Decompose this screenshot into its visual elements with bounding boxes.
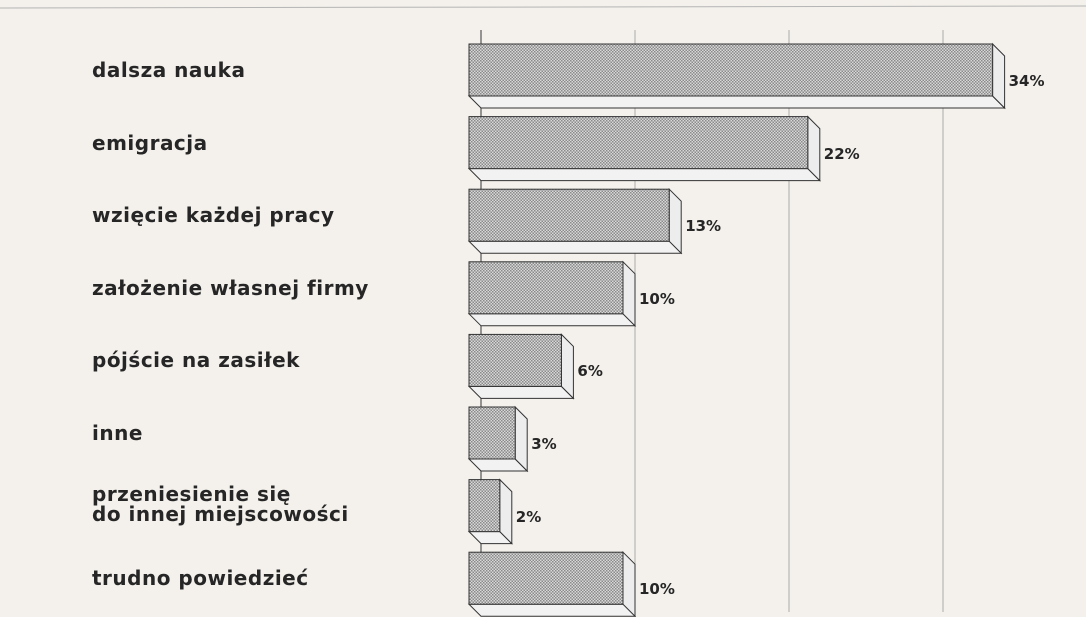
bar-side	[499, 478, 513, 545]
bar	[468, 333, 562, 387]
bar-side	[622, 260, 636, 328]
bar-bottom	[467, 168, 822, 182]
bar-bottom	[467, 95, 1006, 109]
category-label: trudno powiedzieć	[92, 566, 309, 591]
bar-bottom	[467, 313, 637, 327]
bar-side	[807, 115, 821, 182]
category-label: założenie własnej firmy	[92, 275, 369, 300]
category-label: inne	[92, 421, 143, 445]
bar	[468, 116, 809, 170]
value-label: 2%	[515, 507, 542, 526]
bar	[468, 406, 516, 460]
bar-side	[622, 550, 636, 617]
bar-side	[560, 333, 574, 400]
bar-bottom	[467, 603, 637, 617]
value-label: 22%	[823, 144, 860, 163]
bar	[468, 188, 670, 242]
category-label: wzięcie każdej pracy	[92, 203, 335, 228]
value-label: 10%	[639, 580, 675, 599]
bar-side	[514, 405, 528, 473]
category-label: pójście na zasiłek	[92, 348, 300, 373]
bar	[468, 261, 624, 315]
bar-bottom	[467, 240, 683, 254]
category-label: emigracja	[92, 130, 208, 155]
bar	[468, 551, 624, 605]
bar-side	[668, 187, 682, 255]
category-label: dalsza nauka	[92, 58, 246, 82]
value-label: 13%	[685, 217, 722, 236]
bar-bottom	[467, 385, 575, 399]
value-label: 34%	[1008, 72, 1045, 90]
value-label: 3%	[531, 435, 557, 453]
bar	[468, 43, 994, 97]
top-rule	[0, 5, 1086, 9]
value-label: 10%	[639, 289, 675, 308]
category-label: przeniesienie się do innej miejscowości	[92, 481, 349, 526]
bar	[468, 479, 501, 533]
value-label: 6%	[577, 362, 603, 381]
bar-side	[992, 42, 1006, 110]
